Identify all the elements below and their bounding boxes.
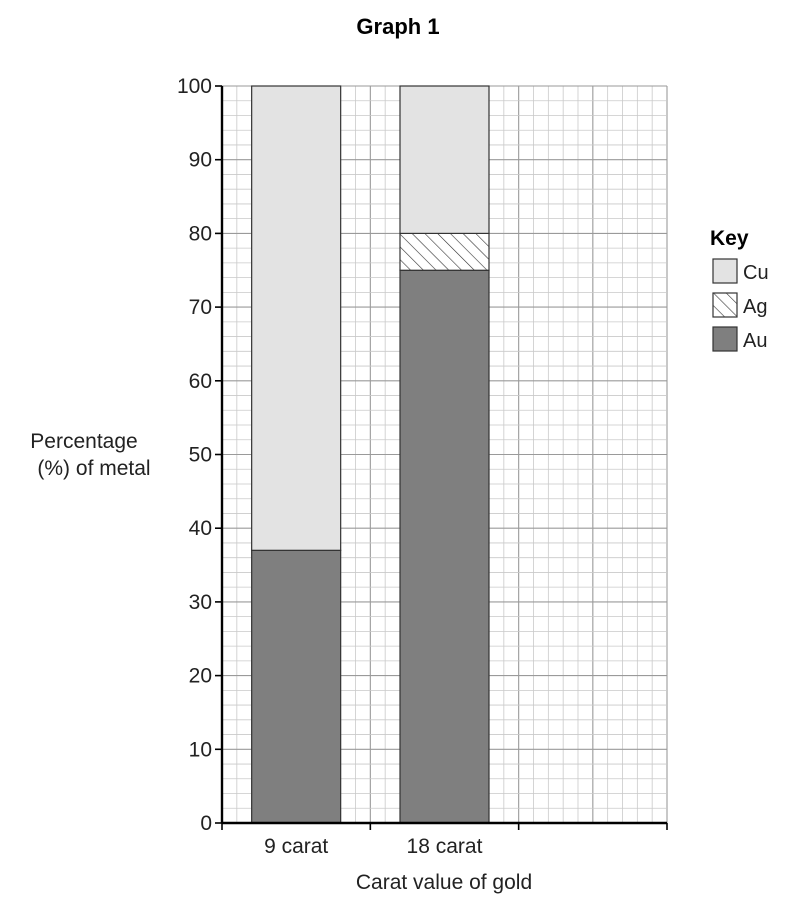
x-tick-labels: 9 carat 18 carat — [264, 835, 483, 858]
legend-label-cu: Cu — [743, 262, 769, 284]
legend-swatch-au — [712, 326, 738, 352]
axes — [215, 85, 668, 830]
y-tick-label: 70 — [189, 296, 212, 319]
bar-segment-cu-1 — [251, 85, 342, 551]
bar-segment-cu-2 — [399, 85, 490, 234]
bars — [251, 85, 490, 824]
y-axis-label-line2: (%) of metal — [37, 457, 150, 480]
y-tick-labels: 0 10 20 30 40 50 60 70 80 90 100 — [177, 75, 212, 835]
legend-swatch-cu — [712, 258, 738, 284]
x-tick-label: 9 carat — [264, 835, 328, 858]
chart-title: Graph 1 — [356, 14, 439, 39]
legend-swatch-ag — [712, 292, 738, 318]
x-axis-label: Carat value of gold — [356, 871, 532, 894]
y-tick-label: 40 — [189, 517, 212, 540]
bar-segment-au-1 — [251, 549, 342, 824]
y-tick-label: 60 — [189, 370, 212, 393]
legend-title: Key — [710, 227, 749, 250]
y-tick-label: 10 — [189, 738, 212, 761]
legend-label-au: Au — [743, 330, 767, 352]
y-axis-label-line1: Percentage — [30, 430, 137, 453]
y-tick-label: 30 — [189, 591, 212, 614]
x-tick-label: 18 carat — [407, 835, 483, 858]
y-tick-label: 0 — [200, 812, 212, 835]
legend: Key Cu Ag Au — [710, 227, 769, 352]
y-tick-label: 80 — [189, 222, 212, 245]
legend-label-ag: Ag — [743, 296, 767, 318]
bar-segment-ag-2 — [399, 232, 490, 271]
y-tick-label: 20 — [189, 665, 212, 688]
y-tick-label: 50 — [189, 444, 212, 467]
bar-segment-au-2 — [399, 269, 490, 824]
y-tick-label: 90 — [189, 149, 212, 172]
y-tick-label: 100 — [177, 75, 212, 98]
